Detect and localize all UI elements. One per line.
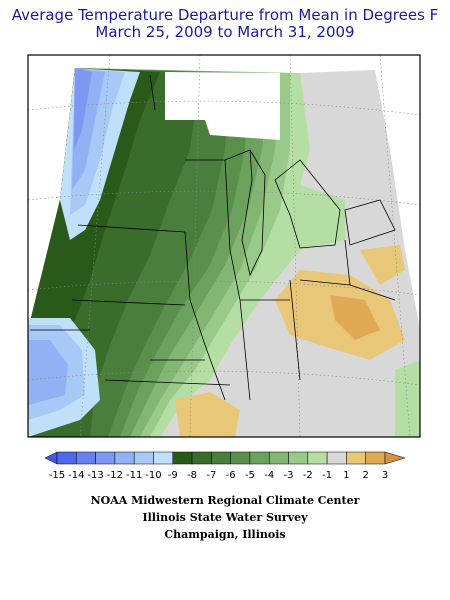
legend-label: -12 [107,470,123,481]
legend-label: -5 [245,470,255,481]
legend-label: -2 [303,470,313,481]
legend-swatch [288,451,309,465]
legend-swatch [76,451,96,465]
legend-swatch [268,451,289,465]
legend-label: -7 [206,470,216,481]
legend-swatch [211,451,231,465]
legend-swatch [95,451,116,465]
legend-swatch [249,451,270,465]
legend-swatch [307,451,328,465]
legend-label: -6 [226,470,236,481]
legend-swatch [56,451,77,465]
legend-label: -14 [68,470,84,481]
legend-label: -15 [49,470,65,481]
legend-label: -13 [87,470,103,481]
legend-arrow [44,451,58,465]
credit-line: NOAA Midwestern Regional Climate Center [91,494,360,507]
legend-label: -3 [284,470,294,481]
legend: -15 -14 -13 -12 -11 -10 -9 -8 -7 -6 -5 -4 -3 -2 -1 1 2 3 [44,451,406,481]
legend-swatch [172,451,193,465]
legend-label: 1 [343,470,349,481]
legend-label: -9 [168,470,178,481]
legend-label: -4 [264,470,274,481]
map-title: Average Temperature Departure from Mean … [12,6,439,24]
legend-label: -10 [145,470,161,481]
legend-label: -8 [187,470,197,481]
legend-swatch [326,451,347,465]
map [27,54,421,438]
legend-swatch [153,451,174,465]
credit-line: Champaign, Illinois [164,528,285,541]
legend-swatch [365,451,386,465]
map-subtitle: March 25, 2009 to March 31, 2009 [95,23,354,41]
credit-line: Illinois State Water Survey [142,511,308,524]
legend-label: 3 [382,470,388,481]
legend-label: -11 [126,470,142,481]
legend-swatch [346,451,366,465]
legend-label: -1 [322,470,332,481]
legend-swatch [133,451,154,465]
legend-swatch [114,451,135,465]
legend-swatch [230,451,251,465]
legend-swatch [191,451,212,465]
legend-arrow [384,451,406,465]
legend-label: 2 [363,470,369,481]
